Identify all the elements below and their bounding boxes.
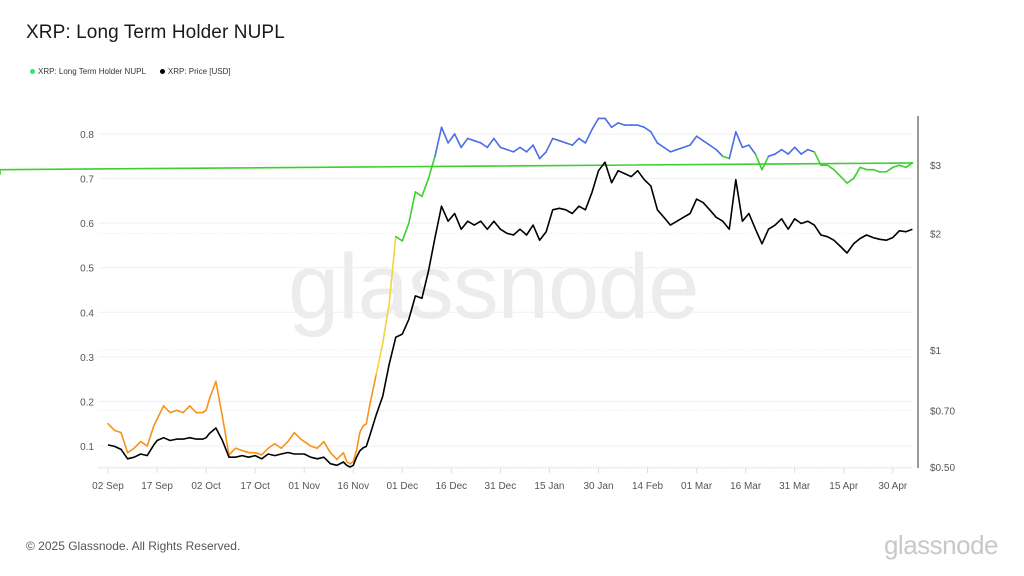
svg-text:$0.50: $0.50: [930, 463, 955, 474]
grid-lines: [98, 133, 912, 468]
chart-legend: XRP: Long Term Holder NUPL XRP: Price [U…: [30, 67, 231, 76]
right-axis: $0.50 $0.70 $1 $2 $3: [917, 116, 955, 474]
svg-text:16 Mar: 16 Mar: [730, 481, 762, 492]
svg-text:$2: $2: [930, 229, 942, 240]
svg-text:01 Nov: 01 Nov: [288, 481, 320, 492]
svg-text:$3: $3: [930, 161, 942, 172]
svg-text:0.6: 0.6: [80, 219, 94, 230]
svg-text:14 Feb: 14 Feb: [632, 481, 664, 492]
nupl-line: [0, 117, 914, 465]
svg-text:0.4: 0.4: [80, 308, 94, 319]
svg-text:0.1: 0.1: [80, 442, 94, 453]
svg-text:0.5: 0.5: [80, 264, 94, 275]
svg-text:$1: $1: [930, 346, 942, 357]
svg-text:30 Jan: 30 Jan: [583, 481, 613, 492]
legend-label-price: XRP: Price [USD]: [167, 67, 231, 76]
svg-text:30 Apr: 30 Apr: [878, 481, 908, 492]
svg-text:01 Dec: 01 Dec: [386, 481, 418, 492]
svg-text:0.7: 0.7: [80, 175, 94, 186]
svg-text:01 Mar: 01 Mar: [681, 481, 713, 492]
legend-label-nupl: XRP: Long Term Holder NUPL: [38, 67, 146, 76]
legend-dot-nupl-icon: [30, 69, 35, 74]
x-axis: 02 Sep 17 Sep 02 Oct 17 Oct 01 Nov 16 Nov 01 D…: [92, 467, 912, 492]
chart-title: XRP: Long Term Holder NUPL: [26, 22, 285, 43]
left-axis: 0.1 0.2 0.3 0.4 0.5 0.6 0.7 0.8: [80, 130, 94, 453]
svg-text:15 Apr: 15 Apr: [829, 481, 859, 492]
svg-text:17 Sep: 17 Sep: [141, 481, 173, 492]
svg-text:0.8: 0.8: [80, 130, 94, 141]
price-line: [107, 161, 913, 468]
svg-text:02 Sep: 02 Sep: [92, 481, 124, 492]
svg-text:0.3: 0.3: [80, 353, 94, 364]
copyright-text: © 2025 Glassnode. All Rights Reserved.: [26, 539, 241, 553]
watermark: glassnode: [288, 236, 698, 338]
svg-text:31 Dec: 31 Dec: [485, 481, 517, 492]
brand-logo: glassnode: [883, 530, 999, 560]
legend-dot-price-icon: [159, 69, 165, 74]
svg-text:0.2: 0.2: [80, 397, 94, 408]
svg-text:16 Nov: 16 Nov: [337, 481, 369, 492]
legend-item-price[interactable]: XRP: Price [USD]: [159, 67, 231, 76]
svg-text:16 Dec: 16 Dec: [436, 481, 468, 492]
legend-item-nupl[interactable]: XRP: Long Term Holder NUPL: [30, 67, 146, 76]
svg-text:15 Jan: 15 Jan: [534, 481, 564, 492]
svg-text:17 Oct: 17 Oct: [240, 481, 270, 492]
svg-text:$0.70: $0.70: [930, 406, 955, 417]
svg-text:02 Oct: 02 Oct: [191, 481, 221, 492]
svg-text:31 Mar: 31 Mar: [779, 481, 811, 492]
